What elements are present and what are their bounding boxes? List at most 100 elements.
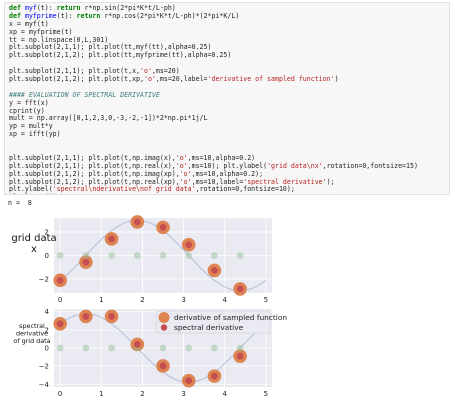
code-token: ) xyxy=(334,75,339,84)
code-token: 'spectral derivative' xyxy=(243,177,327,186)
code-token: yp = mult*y xyxy=(9,122,53,131)
code-token: 'derivative of sampled function' xyxy=(207,75,335,84)
code-line: plt.legend(); xyxy=(9,193,61,194)
code-token: r*np.cos(2*pi*K*t/L-ph)*(2*pi*K/L) xyxy=(104,11,240,20)
code-token: 'o' xyxy=(179,169,192,178)
code-line: plt.subplot(2,1,1); plt.plot(tt,myf(tt),… xyxy=(9,44,445,52)
imag-marker xyxy=(211,252,218,259)
imag-marker xyxy=(133,252,141,259)
y-tick-label: 2 xyxy=(45,229,49,237)
x-tick-label: 1 xyxy=(99,390,103,398)
code-token: 'spectral\nderivative\nof grid data' xyxy=(52,185,196,194)
x-tick-label: 3 xyxy=(181,390,185,398)
code-token: plt.ylabel( xyxy=(9,185,53,194)
real-marker xyxy=(133,340,141,348)
code-token: myf xyxy=(24,4,37,12)
code-token: ,ms=20,label= xyxy=(155,75,208,84)
code-token: def xyxy=(9,11,25,20)
real-marker xyxy=(236,285,244,293)
code-token: ,rotation=0,fontsize=10); xyxy=(195,185,295,194)
real-marker xyxy=(236,352,244,360)
code-token: r*np.sin(2*pi*K*t/L-ph) xyxy=(84,4,176,12)
code-token: plt.subplot(2,1,2); plt.plot(tt,myfprime… xyxy=(9,51,232,60)
code-line: plt.subplot(2,1,2); plt.plot(t,xp,'o',ms… xyxy=(9,75,445,84)
code-line: x = myf(t) xyxy=(9,19,445,29)
code-line: xp = ifft(yp) xyxy=(9,130,445,139)
code-token: plt.subplot(2,1,1); plt.plot(t,np.real(x… xyxy=(9,161,176,170)
code-line: #### EVALUATION OF SPECTRAL DERIVATIVE xyxy=(9,90,445,100)
code-line: def myf(t): return r*np.sin(2*pi*K*t/L-p… xyxy=(9,4,445,13)
legend-marker-spectral xyxy=(160,324,168,331)
real-marker xyxy=(159,362,167,370)
code-token: ); xyxy=(326,177,335,186)
x-tick-label: 5 xyxy=(264,296,268,304)
code-token: return xyxy=(76,11,105,20)
code-line: plt.subplot(2,1,2); plt.plot(t,np.real(x… xyxy=(9,177,445,187)
code-line: plt.subplot(2,1,2); plt.plot(t,np.imag(x… xyxy=(9,169,445,179)
code-token: xp = myfprime(t) xyxy=(9,27,73,36)
y-tick-label: −2 xyxy=(39,275,49,283)
code-token: #### EVALUATION OF SPECTRAL DERIVATIVE xyxy=(9,90,160,99)
code-token: 'o' xyxy=(179,177,192,186)
imag-marker xyxy=(108,344,115,352)
real-marker xyxy=(211,266,218,274)
real-marker xyxy=(56,320,64,328)
y-axis-label: spectral derivative of grid data xyxy=(13,322,50,345)
imag-marker xyxy=(236,252,244,259)
y-axis-label-line: derivative xyxy=(16,330,48,338)
x-tick-label: 2 xyxy=(140,390,144,398)
code-line: tt = np.linspace(0,L,301) xyxy=(9,35,445,45)
code-token: ,ms=10,alpha=0.2) xyxy=(187,153,256,162)
x-tick-label: 2 xyxy=(140,296,144,304)
imag-marker xyxy=(82,344,90,352)
code-token: ,ms=10); plt.ylabel( xyxy=(187,161,268,170)
code-token: 'o' xyxy=(140,67,152,76)
imag-marker xyxy=(108,252,115,259)
y-axis-label-line: grid data xyxy=(11,233,56,244)
code-line: yp = mult*y xyxy=(9,122,445,131)
code-line: def myfprime(t): return r*np.cos(2*pi*K*… xyxy=(9,11,445,21)
code-cell[interactable]: def myf(t): return r*np.sin(2*pi*K*t/L-p… xyxy=(4,2,450,195)
y-axis-label-line: spectral xyxy=(19,322,45,330)
code-editor[interactable]: def myf(t): return r*np.sin(2*pi*K*t/L-p… xyxy=(9,4,445,194)
imag-marker xyxy=(159,344,167,352)
y-axis-label: grid data x xyxy=(11,233,56,255)
real-marker xyxy=(211,372,218,380)
code-token: ,ms=10,alpha=0.2); xyxy=(191,169,264,178)
code-token: cprint(y) xyxy=(9,106,45,115)
x-tick-label: 3 xyxy=(181,296,185,304)
code-token: 'grid data\nx' xyxy=(267,161,323,170)
code-line: plt.subplot(2,1,1); plt.plot(t,np.imag(x… xyxy=(9,153,445,163)
cell-output-text: n = 8 xyxy=(8,199,32,207)
imag-marker xyxy=(236,344,244,352)
code-token: ,ms=10,label= xyxy=(191,177,244,186)
code-token: mult = np.array([0,1,2,3,0,-3,-2,-1])*2*… xyxy=(9,114,208,123)
code-token: x = myf(t) xyxy=(9,19,49,28)
code-token: 'o' xyxy=(143,75,156,84)
code-line: y = fft(x) xyxy=(9,99,445,108)
legend-entry: derivative of sampled function xyxy=(174,313,287,322)
code-token: 'o' xyxy=(175,161,188,170)
real-marker xyxy=(108,313,115,320)
y-tick-label: 2 xyxy=(45,326,49,334)
real-marker xyxy=(185,241,193,249)
code-token: (t): xyxy=(36,4,57,12)
y-axis-label-line: x xyxy=(31,244,37,255)
code-line: plt.subplot(2,1,1); plt.plot(t,x,'o',ms=… xyxy=(9,67,445,76)
real-marker xyxy=(185,377,193,385)
code-token: plt.subplot(2,1,2); plt.plot(t,xp, xyxy=(9,75,144,84)
code-line: plt.subplot(2,1,2); plt.plot(tt,myfprime… xyxy=(9,51,445,60)
legend-marker-sampled xyxy=(158,312,170,323)
code-line: plt.ylabel('spectral\nderivative\nof gri… xyxy=(9,186,445,194)
imag-marker xyxy=(185,344,193,352)
code-token: def xyxy=(9,4,25,12)
code-token: plt.subplot(2,1,2); plt.plot(t,np.real(x… xyxy=(9,177,180,186)
real-marker xyxy=(82,313,90,320)
code-token: ,rotation=0,fontsize=15) xyxy=(322,161,418,170)
y-tick-label: 0 xyxy=(45,345,49,353)
code-token: plt.subplot(2,1,1); plt.plot(t,x, xyxy=(9,67,141,76)
imag-marker xyxy=(56,252,64,259)
imag-marker xyxy=(211,344,218,352)
code-token: tt = np.linspace(0,L,301) xyxy=(9,35,109,44)
